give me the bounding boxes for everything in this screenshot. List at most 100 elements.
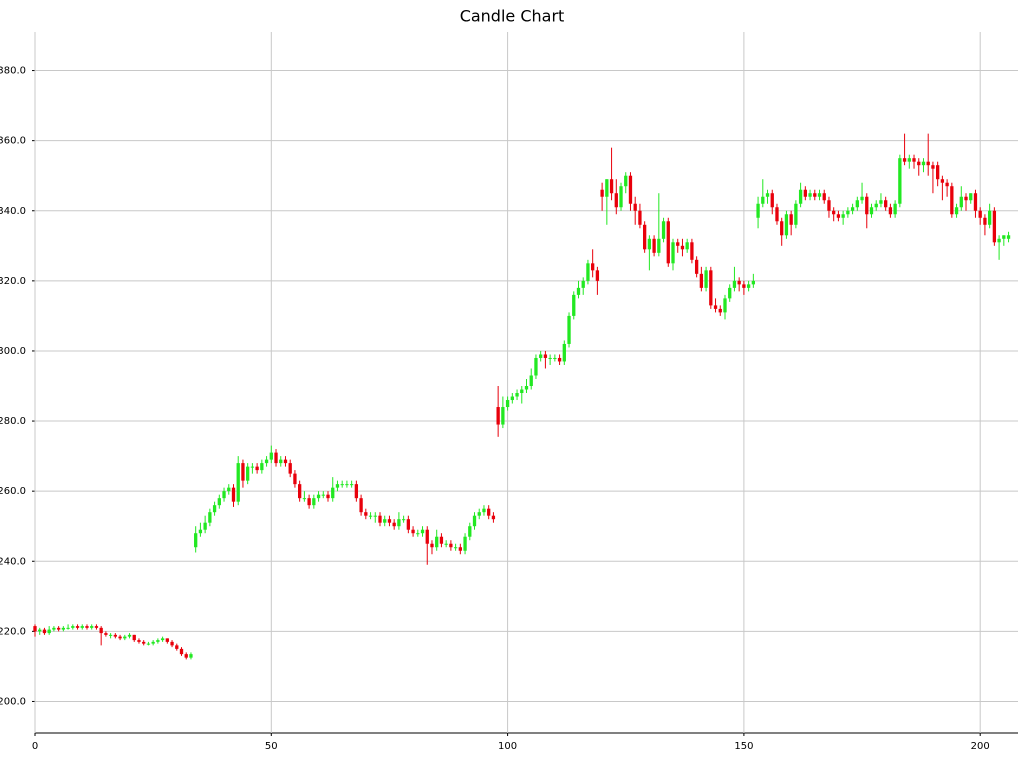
candle-body (780, 221, 784, 236)
candle-body (713, 305, 718, 309)
candle-body (482, 508, 486, 513)
candle-body (463, 536, 467, 551)
y-tick-label: 320.0 (0, 276, 26, 287)
candle-body (194, 533, 198, 548)
candle-body (217, 498, 221, 506)
candle-body (940, 179, 945, 183)
candle-body (855, 200, 859, 208)
candle-body (595, 270, 600, 281)
candle-body (335, 484, 340, 488)
candle-body (605, 179, 609, 197)
candle-body (633, 203, 637, 211)
candle-body (784, 214, 789, 236)
candle-body (38, 629, 42, 632)
candle-body (846, 210, 850, 215)
candle-body (307, 498, 311, 506)
candle-body (477, 512, 481, 516)
candle-body (978, 210, 982, 218)
candle-body (628, 175, 633, 204)
candle-body (156, 640, 160, 642)
candle-body (349, 484, 354, 486)
candle-body (964, 196, 968, 201)
candle-body (936, 165, 940, 180)
y-tick-label: 300.0 (0, 346, 26, 357)
candle-body (354, 484, 359, 499)
candle-body (255, 466, 259, 471)
candle-body (746, 284, 751, 288)
candle-body (926, 161, 930, 166)
candle-body (444, 543, 448, 545)
candle-body (685, 242, 689, 250)
candle-body (85, 626, 89, 628)
candle-body (869, 207, 874, 215)
candle-body (345, 484, 349, 486)
candle-body (973, 193, 978, 211)
candle-body (297, 484, 302, 499)
candle-body (969, 193, 973, 201)
candle-body (827, 200, 831, 211)
candle-body (151, 641, 155, 644)
candle-body (80, 626, 84, 628)
candle-body (865, 196, 869, 215)
candle-body (208, 512, 212, 523)
candle-body (66, 627, 70, 629)
y-tick-label: 280.0 (0, 416, 26, 427)
candle-body (619, 186, 623, 208)
candle-body (751, 280, 756, 285)
candle-body (501, 407, 505, 425)
candle-body (123, 636, 127, 639)
candle-body (803, 189, 807, 197)
candle-body (789, 214, 793, 225)
candle-body (676, 242, 680, 246)
y-tick-label: 240.0 (0, 556, 26, 567)
candle-body (950, 186, 954, 215)
candle-body (822, 193, 826, 201)
candle-body (902, 158, 907, 162)
candle-body (907, 158, 911, 162)
candle-body (954, 207, 959, 215)
candle-body (888, 207, 893, 215)
candle-body (817, 193, 822, 197)
candle-body (104, 633, 108, 635)
candle-body (222, 491, 226, 499)
candle-body (765, 193, 770, 197)
candle-body (591, 263, 595, 271)
candle-body (770, 193, 774, 208)
candle-body (586, 263, 590, 281)
candle-body (539, 354, 543, 358)
candle-body (189, 654, 193, 658)
candle-body (397, 519, 401, 527)
candle-body (704, 270, 708, 288)
candle-body (94, 626, 99, 628)
candle-body (359, 498, 363, 513)
candle-body (666, 221, 670, 264)
candle-body (198, 529, 203, 534)
candle-body (671, 242, 675, 264)
candle-body (742, 284, 746, 288)
candle-body (548, 357, 552, 359)
candle-body (56, 627, 61, 630)
candle-body (113, 634, 117, 637)
candle-body (71, 626, 75, 628)
candle-body (987, 210, 992, 225)
candle-body (420, 529, 425, 534)
candle-body (652, 238, 656, 253)
candle-body (212, 505, 217, 513)
candle-body (401, 519, 406, 521)
candle-body (917, 161, 921, 166)
candle-body (572, 294, 576, 316)
candle-body (430, 543, 434, 548)
candle-body (331, 487, 335, 499)
candle-body (340, 484, 344, 486)
candle-body (893, 203, 897, 215)
candle-body (510, 396, 514, 401)
candle-body (170, 641, 174, 646)
x-tick-label: 100 (498, 741, 517, 752)
candle-body (293, 473, 297, 485)
candle-body (61, 627, 66, 630)
x-tick-label: 0 (32, 741, 38, 752)
candle-body (992, 210, 997, 243)
candle-body (841, 214, 845, 218)
